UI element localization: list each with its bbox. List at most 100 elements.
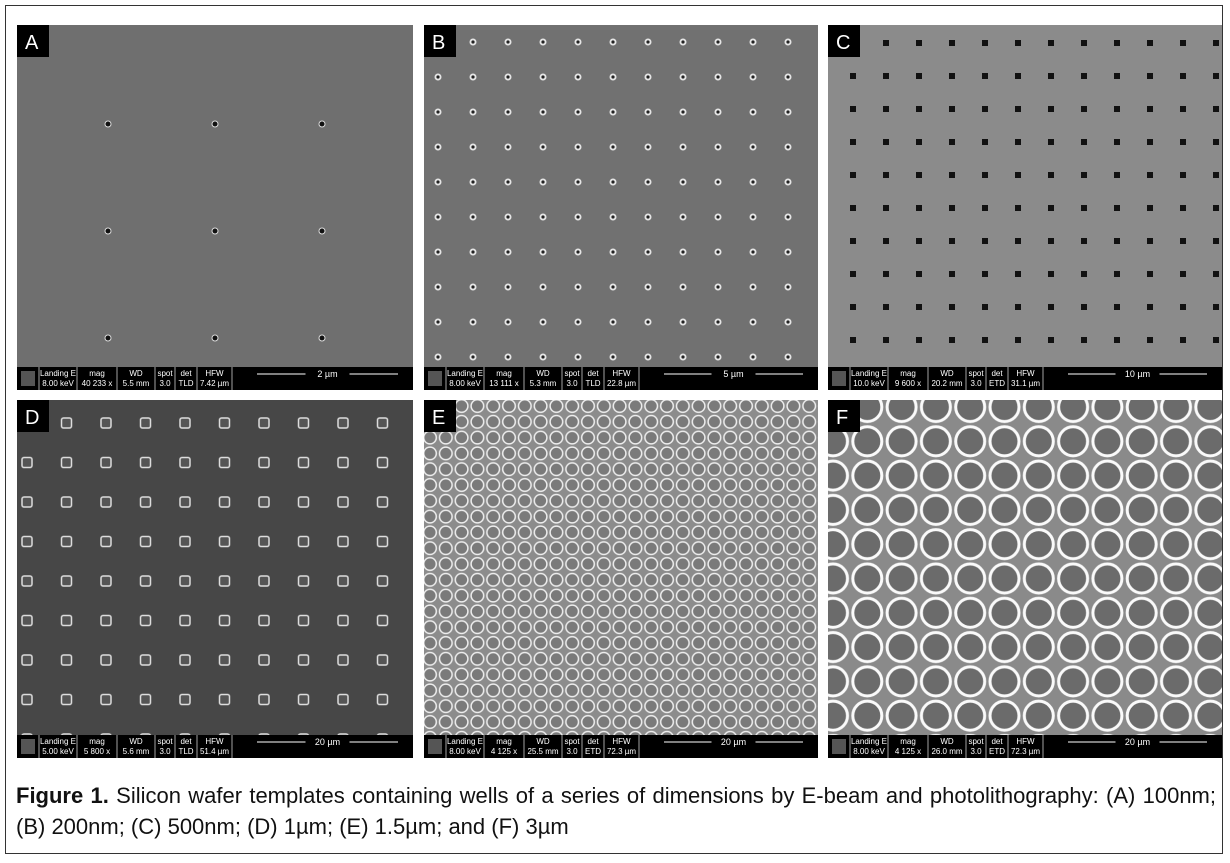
- info-value: 72.3 µm: [607, 747, 636, 756]
- info-value: 8.00 keV: [42, 379, 74, 388]
- info-header: WD: [129, 369, 143, 378]
- info-header: det: [587, 369, 599, 378]
- caption: Figure 1. Silicon wafer templates contai…: [16, 780, 1216, 842]
- logo: [428, 371, 442, 386]
- sem-image: [17, 25, 413, 367]
- scale-label: 20 µm: [315, 737, 340, 747]
- info-header: HFW: [205, 369, 224, 378]
- info-header: Landing E: [447, 737, 483, 746]
- info-value: 3.0: [566, 747, 578, 756]
- info-value: 40 233 x: [82, 379, 113, 388]
- info-header: spot: [564, 369, 580, 378]
- info-value: 5.5 mm: [123, 379, 150, 388]
- info-value: 3.0: [159, 379, 171, 388]
- info-header: det: [587, 737, 599, 746]
- info-value: 3.0: [566, 379, 578, 388]
- info-header: WD: [940, 369, 954, 378]
- panel: ELanding E8.00 keVmag4 125 xWD25.5 mmspo…: [424, 400, 818, 758]
- panel-label: C: [836, 32, 850, 54]
- info-header: WD: [129, 737, 143, 746]
- info-value: 9 600 x: [895, 379, 921, 388]
- info-value: ETD: [989, 747, 1005, 756]
- info-header: Landing E: [851, 369, 887, 378]
- sem-image: [424, 25, 818, 367]
- info-value: 3.0: [970, 379, 982, 388]
- panel-label: B: [432, 32, 445, 54]
- info-header: mag: [900, 369, 916, 378]
- info-value: 5 800 x: [84, 747, 110, 756]
- info-header: Landing E: [447, 369, 483, 378]
- logo: [21, 739, 35, 754]
- info-value: 8.00 keV: [853, 747, 885, 756]
- info-header: HFW: [1016, 369, 1035, 378]
- scale-label: 5 µm: [723, 369, 743, 379]
- panel-label: A: [25, 32, 39, 54]
- info-value: TLD: [178, 747, 193, 756]
- info-header: WD: [536, 737, 550, 746]
- logo: [428, 739, 442, 754]
- sem-image: [828, 400, 1222, 735]
- scale-label: 20 µm: [1125, 737, 1150, 747]
- logo: [832, 371, 846, 386]
- info-header: HFW: [1016, 737, 1035, 746]
- info-value: 3.0: [970, 747, 982, 756]
- info-header: spot: [968, 369, 984, 378]
- info-value: 20.2 mm: [931, 379, 962, 388]
- caption-label: Figure 1.: [16, 783, 109, 808]
- panel: A Landing E8.00 keV mag40 233 x WD5.5 mm spo…: [17, 25, 413, 390]
- info-value: 4 125 x: [895, 747, 921, 756]
- logo: [21, 371, 35, 386]
- info-value: 10.0 keV: [853, 379, 885, 388]
- info-header: Landing E: [851, 737, 887, 746]
- scale-label: 20 µm: [721, 737, 746, 747]
- info-value: 26.0 mm: [931, 747, 962, 756]
- scale-label: 10 µm: [1125, 369, 1150, 379]
- info-header: HFW: [612, 737, 631, 746]
- sem-image: [17, 400, 413, 735]
- info-value: 3.0: [159, 747, 171, 756]
- info-value: 5.3 mm: [530, 379, 557, 388]
- info-header: HFW: [205, 737, 224, 746]
- info-header: mag: [89, 369, 105, 378]
- info-header: spot: [157, 737, 173, 746]
- info-value: TLD: [585, 379, 600, 388]
- info-header: det: [180, 369, 192, 378]
- panel-label: E: [432, 407, 445, 429]
- info-header: spot: [564, 737, 580, 746]
- info-header: det: [991, 369, 1003, 378]
- info-value: 4 125 x: [491, 747, 517, 756]
- info-header: spot: [157, 369, 173, 378]
- info-value: 8.00 keV: [449, 379, 481, 388]
- caption-text: Silicon wafer templates containing wells…: [16, 783, 1216, 839]
- info-header: Landing E: [40, 737, 76, 746]
- figure-panels: ALanding E8.00 keVmag40 233 xWD5.5 mmspo…: [0, 0, 1230, 770]
- info-header: HFW: [612, 369, 631, 378]
- info-value: 31.1 µm: [1011, 379, 1040, 388]
- sem-image: [828, 25, 1222, 367]
- info-header: Landing E: [40, 369, 76, 378]
- info-header: det: [180, 737, 192, 746]
- panel-label: F: [836, 407, 848, 429]
- info-value: 5.00 keV: [42, 747, 74, 756]
- info-value: ETD: [989, 379, 1005, 388]
- info-value: 72.3 µm: [1011, 747, 1040, 756]
- info-header: mag: [496, 369, 512, 378]
- panel-label: D: [25, 407, 39, 429]
- info-header: spot: [968, 737, 984, 746]
- page: ALanding E8.00 keVmag40 233 xWD5.5 mmspo…: [0, 0, 1230, 863]
- info-value: 5.6 mm: [123, 747, 150, 756]
- info-header: det: [991, 737, 1003, 746]
- info-value: ETD: [585, 747, 601, 756]
- info-value: 7.42 µm: [200, 379, 229, 388]
- info-header: mag: [900, 737, 916, 746]
- sem-image: [424, 400, 818, 735]
- info-value: 22.8 µm: [607, 379, 636, 388]
- info-value: 8.00 keV: [449, 747, 481, 756]
- logo: [832, 739, 846, 754]
- info-header: mag: [496, 737, 512, 746]
- info-header: mag: [89, 737, 105, 746]
